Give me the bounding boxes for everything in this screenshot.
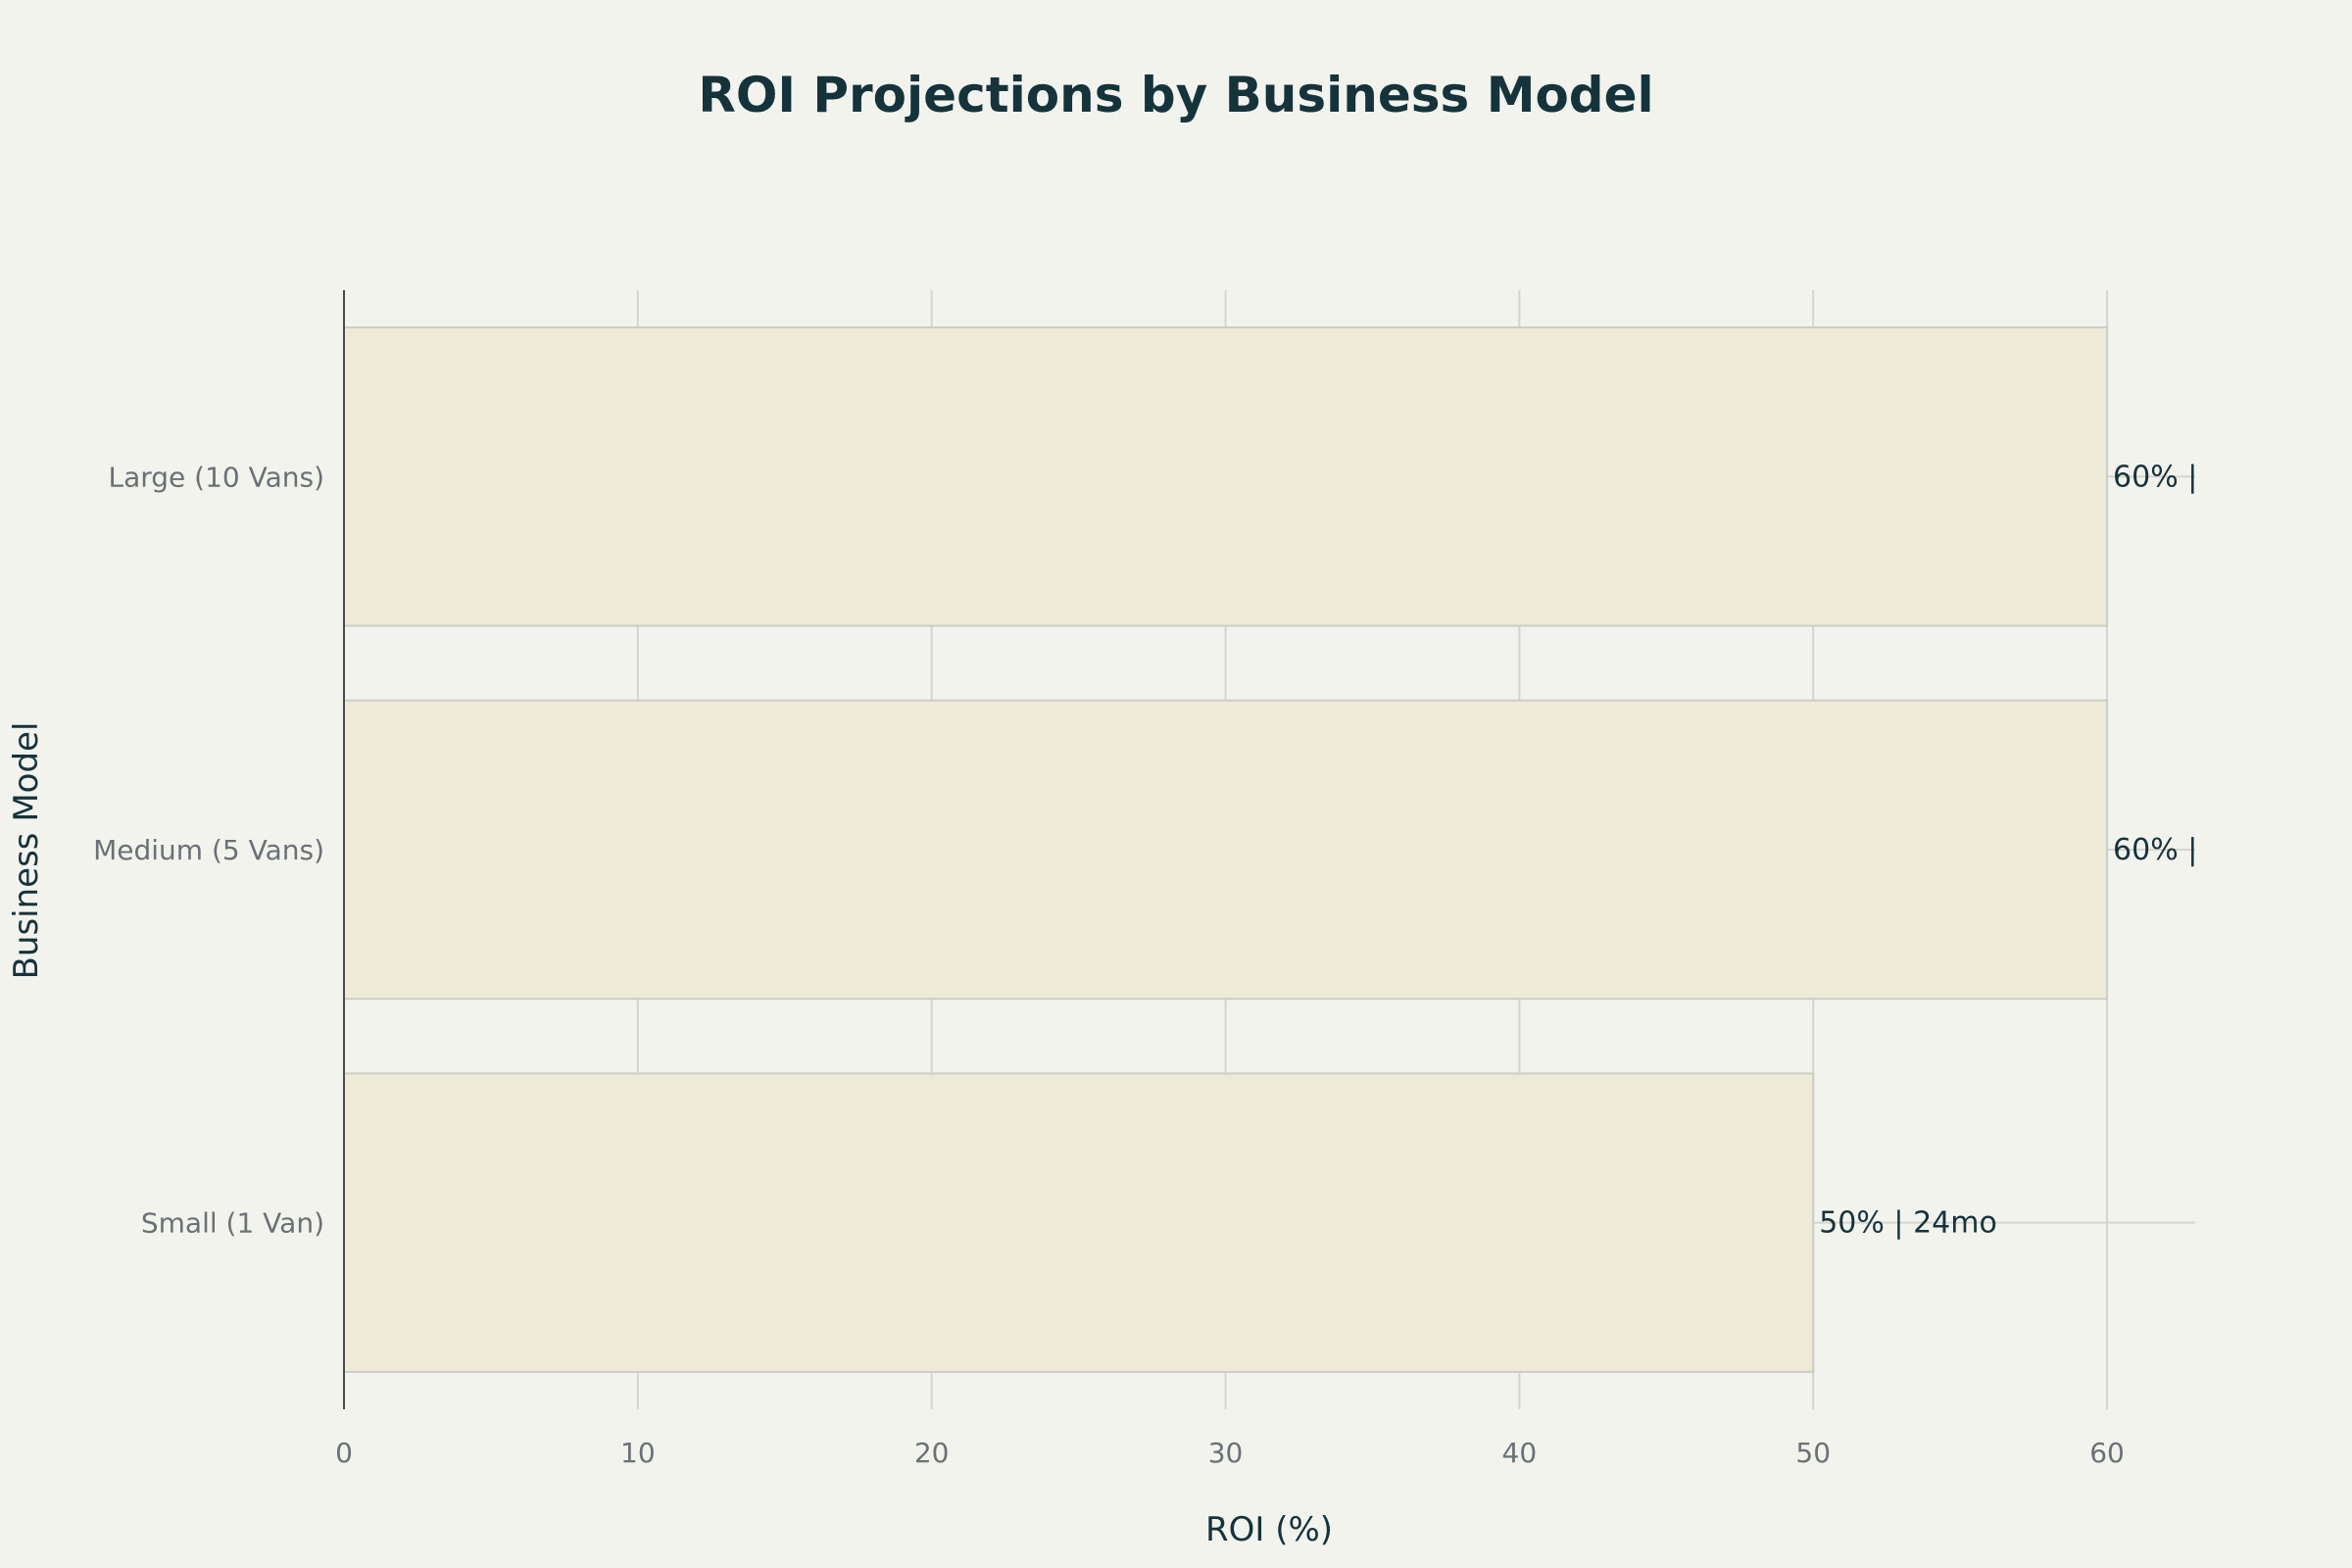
data-label-1: 60% | [2113, 833, 2197, 867]
bars [343, 326, 2109, 1373]
y-tick-label-2: Large (10 Vans) [108, 461, 324, 493]
x-tick-label-60: 60 [2089, 1437, 2125, 1469]
bar-2 [343, 326, 2109, 627]
x-tick-label-30: 30 [1208, 1437, 1244, 1469]
data-label-2: 60% | [2113, 460, 2197, 494]
bar-1 [343, 699, 2109, 1001]
labels: 0 10 20 30 40 50 60 Small (1 Van) 50% | 24mo Medi… [93, 460, 2197, 1469]
x-tick-label-50: 50 [1795, 1437, 1831, 1469]
x-tick-label-0: 0 [335, 1437, 353, 1469]
y-tick-label-0: Small (1 Van) [141, 1207, 324, 1240]
data-label-0: 50% | 24mo [1819, 1206, 1997, 1241]
x-axis-title: ROI (%) [1205, 1510, 1333, 1549]
x-tick-label-10: 10 [620, 1437, 656, 1469]
x-tick-label-40: 40 [1502, 1437, 1538, 1469]
bar-0 [343, 1072, 1815, 1373]
x-tick-label-20: 20 [914, 1437, 950, 1469]
y-tick-label-1: Medium (5 Vans) [93, 834, 324, 866]
y-axis-title: Business Model [7, 722, 46, 980]
chart-title: ROI Projections by Business Model [698, 67, 1653, 123]
